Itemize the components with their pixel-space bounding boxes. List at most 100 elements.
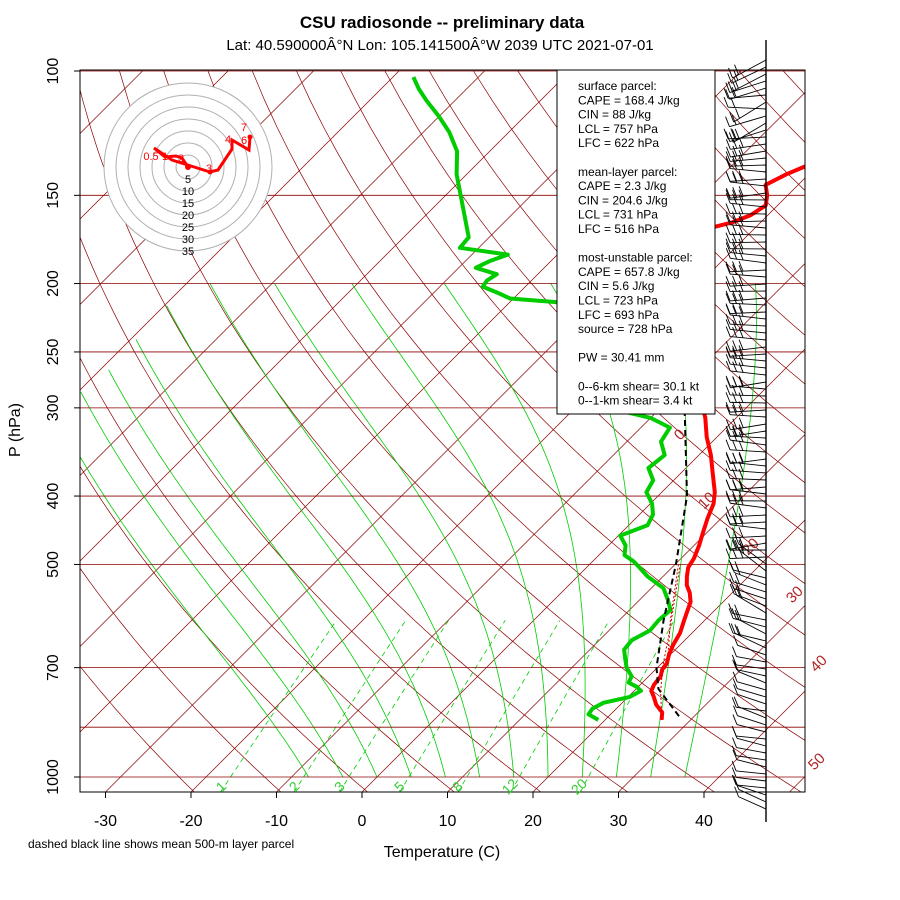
plot-frame xyxy=(79,69,806,793)
moist-adiabat-line xyxy=(550,283,631,778)
wind-barb-feather xyxy=(732,452,738,464)
wind-barb xyxy=(738,796,767,810)
wind-barb xyxy=(737,785,767,796)
stats-box xyxy=(556,69,716,415)
wind-barb-feather xyxy=(732,585,738,596)
wind-barb-feather xyxy=(738,401,744,412)
wind-barb xyxy=(730,514,767,518)
wind-barb xyxy=(730,449,767,453)
dry-adiabat-line xyxy=(340,70,805,585)
wind-barb-feather xyxy=(732,440,737,451)
wind-barb xyxy=(730,336,767,341)
wind-barb xyxy=(737,694,767,705)
mixing-ratio-line xyxy=(580,620,675,792)
wind-barb xyxy=(730,542,767,550)
wind-barb-feather xyxy=(735,580,740,591)
wind-barb-feather xyxy=(725,460,731,471)
wind-barb-feather xyxy=(731,745,737,756)
wind-barb-feather xyxy=(725,548,731,559)
wind-barb-feather xyxy=(729,562,735,573)
wind-barb-feather xyxy=(738,194,744,205)
wind-barb xyxy=(730,273,767,278)
hodograph-ring-label: 15 xyxy=(182,198,194,210)
mixing-ratio-line xyxy=(457,620,561,792)
hodograph-label: 0.5 xyxy=(143,151,158,163)
wind-barb-feather xyxy=(738,238,744,249)
wind-barb-feather xyxy=(732,290,737,301)
isotherm-line xyxy=(703,690,805,792)
wind-barb xyxy=(730,423,767,431)
dewpoint-line xyxy=(411,76,680,722)
wind-barb-feather xyxy=(732,211,737,222)
moist-adiabat-line xyxy=(443,283,586,778)
wind-barb-feather xyxy=(725,290,731,302)
wind-barb-feather xyxy=(725,171,731,183)
x-axis: -30 -20 -10 0 10 20 30 40 xyxy=(94,792,713,830)
wind-barb-feather xyxy=(732,281,737,292)
wind-barb-feather xyxy=(738,224,744,235)
wind-barb-feather xyxy=(738,513,744,524)
wind-barb xyxy=(737,715,767,726)
moist-adiabat-line xyxy=(80,455,309,778)
wind-barb-feather xyxy=(723,88,729,99)
y-tick-label: 700 xyxy=(45,654,62,681)
stats-line: most-unstable parcel: xyxy=(578,251,693,265)
moist-adiabat-line xyxy=(108,369,378,778)
wind-barb-feather xyxy=(725,490,731,501)
wind-barb xyxy=(738,671,767,684)
wind-barb-feather xyxy=(725,242,731,253)
stats-line: CIN = 204.6 J/kg xyxy=(578,193,668,207)
stats-line: LCL = 723 hPa xyxy=(578,294,658,308)
wind-barb xyxy=(730,502,767,509)
wind-barb-feather xyxy=(734,609,740,621)
wind-barb xyxy=(729,241,767,244)
x-tick-label: 20 xyxy=(524,813,542,830)
wind-barb-feather xyxy=(738,137,744,148)
wind-barb-feather xyxy=(738,424,744,435)
dry-adiabat-line xyxy=(80,665,195,792)
wind-barb xyxy=(730,323,767,327)
wind-barb xyxy=(730,346,767,352)
wind-barb-feather xyxy=(732,714,738,725)
wind-barb xyxy=(729,234,767,236)
dry-adiabat-line xyxy=(473,70,805,434)
hodograph-label: 3 xyxy=(206,163,212,175)
wind-barb-feather xyxy=(738,306,744,317)
mixing-ratio-line xyxy=(220,620,337,792)
wind-barbs xyxy=(723,40,767,822)
wind-barb-feather xyxy=(738,275,744,286)
wind-barb-feather xyxy=(733,684,738,695)
dry-adiabat-line xyxy=(119,70,715,792)
wind-barb-feather xyxy=(731,767,737,778)
wind-barb-feather xyxy=(738,144,744,156)
isotherm-line xyxy=(789,776,805,792)
wind-barb xyxy=(730,409,767,413)
y-tick-label: 500 xyxy=(45,551,62,578)
y-tick-label: 150 xyxy=(45,182,62,209)
wind-barb-feather xyxy=(732,539,737,551)
wind-barb-feather xyxy=(739,543,745,555)
wind-barb-feather xyxy=(734,64,739,75)
wind-barb-feather xyxy=(732,480,738,491)
wind-barb xyxy=(730,283,767,287)
wind-barb xyxy=(730,164,767,167)
wind-barb-feather xyxy=(732,314,737,325)
isotherm-line xyxy=(190,177,805,792)
wind-barb-feather xyxy=(732,145,738,157)
y-tick-label: 1000 xyxy=(45,759,62,795)
x-tick-label: -30 xyxy=(94,813,117,830)
moist-adiabat-line xyxy=(209,283,480,778)
wind-barb-feather xyxy=(732,224,737,235)
wind-barb-feather xyxy=(735,585,741,597)
wind-barb xyxy=(736,737,767,747)
y-tick-label: 300 xyxy=(45,394,62,421)
wind-barb-feather xyxy=(738,173,744,184)
wind-barb xyxy=(730,150,767,158)
hodograph-ring-label: 5 xyxy=(185,174,191,186)
wind-barb-feather xyxy=(725,326,731,337)
wind-barb-feather xyxy=(738,494,744,506)
wind-barb-feather xyxy=(732,671,738,682)
hodograph-trace xyxy=(153,136,252,174)
wind-barb-feather xyxy=(738,293,744,305)
